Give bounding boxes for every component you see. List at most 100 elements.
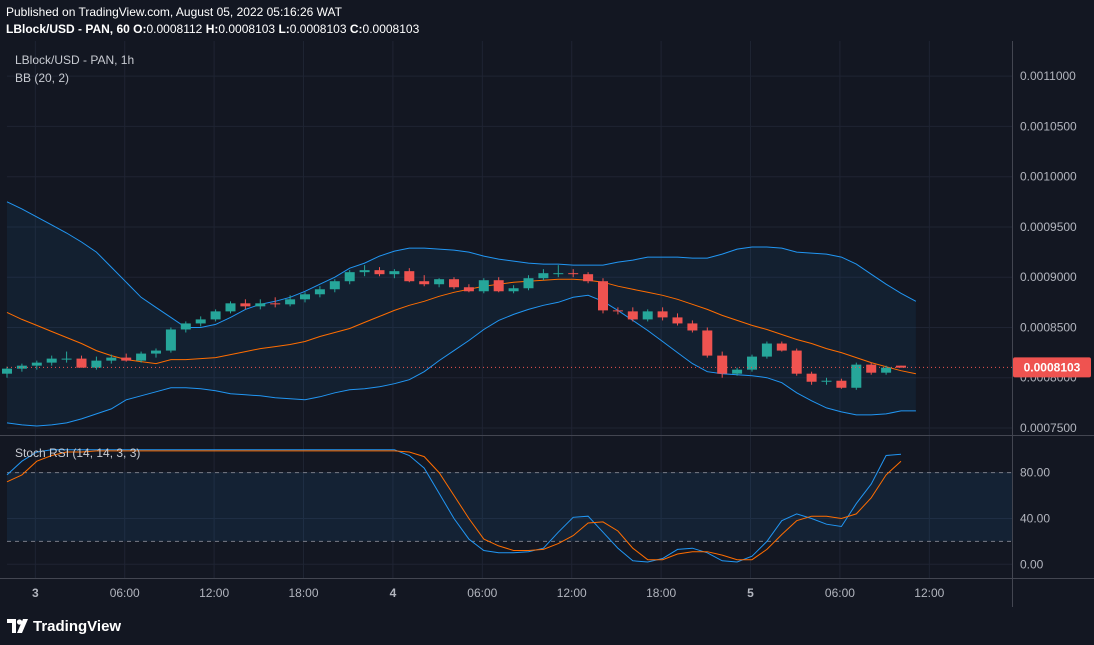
candle-body-32: [478, 280, 489, 292]
candle-35: [523, 275, 534, 291]
stoch-band-fill: [7, 472, 1012, 542]
candle-25: [374, 267, 385, 277]
candle-body-17: [255, 303, 266, 307]
candle-body-38: [568, 273, 579, 275]
candle-10: [151, 348, 161, 358]
candle-1: [16, 363, 27, 372]
candle-11: [165, 327, 176, 353]
candle-24: [359, 265, 370, 277]
time-tick-label-6: 12:00: [557, 586, 587, 600]
time-tick-label-0: 3: [32, 586, 39, 600]
legend-bollinger[interactable]: BB (20, 2): [15, 71, 70, 85]
candle-body-53: [791, 350, 802, 374]
candle-45: [672, 313, 683, 326]
time-tick-label-2: 12:00: [199, 586, 229, 600]
chart-canvas[interactable]: 0.00075000.00080000.00085000.00090000.00…: [0, 41, 1094, 607]
bollinger-fill: [7, 201, 916, 426]
price-tick-label-5: 0.0010000: [1020, 170, 1077, 184]
stoch-tick-label-0: 0.00: [1020, 557, 1044, 571]
candle-26: [389, 269, 400, 279]
candle-20: [300, 292, 310, 303]
candle-21: [314, 286, 325, 298]
candle-46: [687, 320, 698, 333]
candle-body-37: [553, 273, 564, 275]
bollinger-upper-line: [6, 201, 917, 328]
stoch-axis[interactable]: 0.00 40.00 80.00: [1020, 466, 1050, 572]
candle-3: [46, 355, 57, 366]
candle-body-4: [61, 358, 72, 360]
price-axis[interactable]: 0.00075000.00080000.00085000.00090000.00…: [1020, 69, 1077, 435]
candle-55: [821, 377, 832, 385]
time-axis[interactable]: 3 06:00 12:00 18:00 4 06:00 12:00 18:00 5 06:00 12…: [32, 586, 945, 600]
time-tick-label-3: 18:00: [288, 586, 318, 600]
legend-main[interactable]: LBlock/USD - PAN, 1h: [15, 53, 135, 67]
candle-body-39: [583, 274, 594, 282]
candle-0: [2, 366, 12, 378]
candle-body-26: [389, 271, 400, 275]
price-tick-label-6: 0.0010500: [1020, 119, 1077, 133]
candle-body-59: [881, 367, 892, 373]
candle-51: [761, 341, 772, 359]
candle-body-8: [121, 357, 132, 361]
candle-23: [344, 270, 355, 285]
legend-stoch-rsi[interactable]: Stoch RSI (14, 14, 3, 3): [15, 446, 141, 460]
ohlc-low-value: 0.0008103: [289, 22, 347, 36]
candle-32: [478, 278, 489, 294]
candle-body-55: [821, 380, 832, 382]
time-tick-label-8: 5: [747, 586, 754, 600]
candle-body-60: [896, 365, 906, 368]
candle-9: [136, 351, 147, 363]
candle-body-45: [672, 317, 683, 324]
time-tick-label-1: 06:00: [110, 586, 140, 600]
candle-body-21: [314, 289, 325, 295]
candle-body-51: [761, 343, 772, 357]
candle-body-15: [225, 303, 236, 312]
time-tick-label-7: 18:00: [646, 586, 676, 600]
time-tick-label-5: 06:00: [467, 586, 497, 600]
ohlc-open-key: O:: [133, 22, 147, 36]
published-line: Published on TradingView.com, August 05,…: [6, 5, 342, 19]
bollinger-band-fill: [7, 201, 916, 426]
candle-body-27: [404, 271, 415, 282]
time-tick-label-10: 12:00: [914, 586, 944, 600]
candle-48: [717, 351, 728, 378]
candles: [2, 265, 906, 390]
candle-body-1: [16, 365, 27, 369]
candle-body-20: [300, 294, 310, 300]
candle-body-23: [344, 272, 355, 282]
candle-16: [240, 299, 251, 310]
candle-body-44: [657, 311, 668, 318]
candle-body-31: [463, 287, 474, 292]
candle-body-46: [687, 323, 698, 331]
candle-12: [180, 321, 191, 333]
candle-body-3: [46, 358, 57, 363]
candle-body-41: [612, 310, 623, 312]
bollinger-lines: [6, 201, 917, 427]
candle-49: [732, 367, 743, 376]
candle-body-19: [285, 299, 296, 305]
candle-54: [806, 371, 817, 385]
candle-29: [434, 278, 445, 288]
candle-6: [91, 356, 102, 370]
candle-28: [419, 275, 430, 287]
symbol-interval: LBlock/USD - PAN, 60: [6, 22, 130, 36]
ohlc-line: LBlock/USD - PAN, 60 O:0.0008112 H:0.000…: [6, 22, 419, 36]
candle-58: [866, 362, 877, 375]
candle-19: [285, 295, 296, 307]
stoch-lines: [6, 449, 902, 563]
time-tick-label-4: 4: [390, 586, 397, 600]
candle-body-47: [702, 330, 713, 356]
candle-44: [657, 307, 668, 321]
candle-body-30: [449, 279, 459, 288]
candle-60: [896, 365, 906, 368]
candle-2: [31, 360, 42, 370]
candle-13: [195, 316, 206, 327]
price-tick-label-7: 0.0011000: [1020, 69, 1076, 83]
candle-body-58: [866, 364, 877, 373]
candle-27: [404, 268, 415, 283]
candle-body-48: [717, 355, 728, 374]
pane-frame: [0, 41, 1094, 607]
ohlc-low-key: L:: [278, 22, 290, 36]
candle-body-12: [180, 323, 191, 330]
candle-body-14: [210, 311, 221, 320]
